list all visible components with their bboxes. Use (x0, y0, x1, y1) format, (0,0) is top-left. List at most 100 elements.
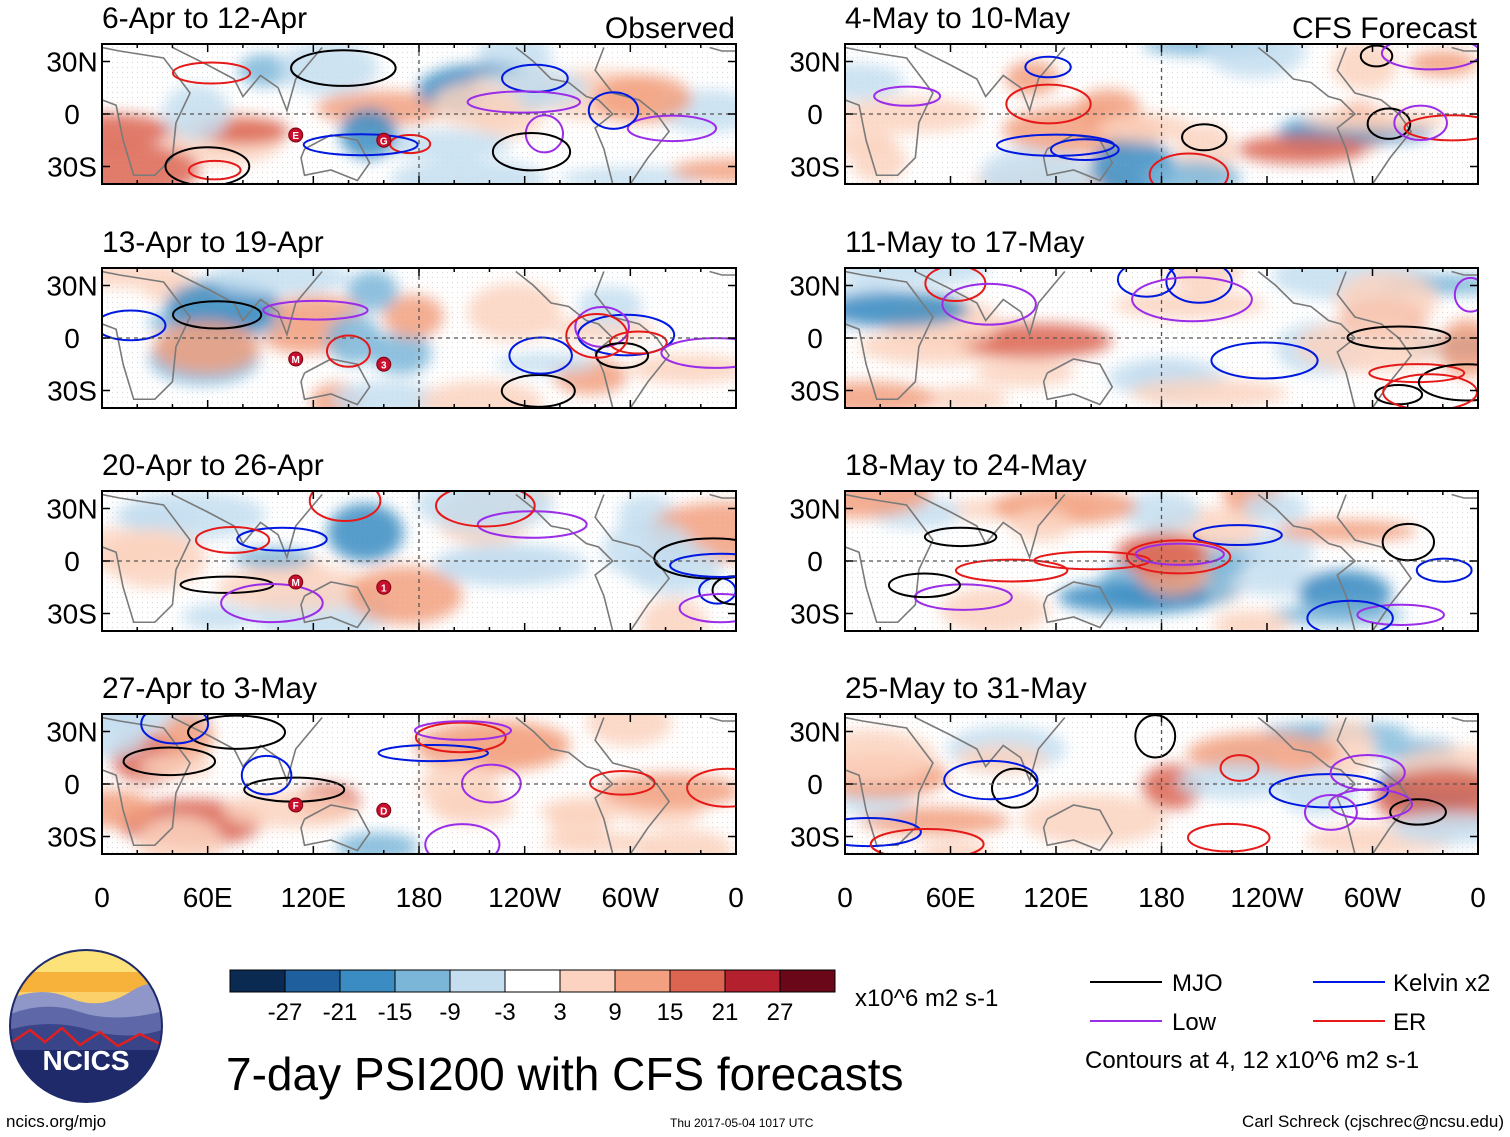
anomaly-blob (467, 282, 562, 342)
anomaly-blob (1212, 609, 1291, 631)
anomaly-blob (136, 816, 223, 854)
storm-label: G (380, 136, 388, 147)
contour-line (194, 526, 271, 554)
anomaly-blob (102, 714, 150, 758)
anomaly-blob (845, 729, 936, 785)
anomaly-blob (845, 63, 905, 101)
contour-line (302, 133, 419, 157)
contour-line (491, 131, 572, 172)
panel-ticks (844, 714, 1479, 854)
anomaly-blob (1335, 270, 1438, 329)
storm-marker: M (288, 351, 304, 367)
anomaly-blob (1145, 161, 1242, 184)
y-tick-label: 30N (46, 271, 97, 302)
y-tick-label: 30S (790, 599, 840, 630)
colorbar-tick-label: 9 (608, 999, 621, 1026)
x-tick-label: 0 (728, 882, 744, 913)
contour-line (220, 582, 324, 624)
anomaly-blob (102, 268, 191, 289)
colorbar-swatch (724, 969, 781, 993)
contour-line (1374, 383, 1424, 406)
anomaly-blob (1166, 268, 1242, 292)
contours (179, 491, 736, 624)
contour-line (424, 823, 501, 854)
panel-ticks (101, 491, 737, 631)
colorbar-tick-label: -3 (494, 999, 515, 1026)
anomaly-blob (845, 268, 991, 288)
colorbar-units: x10^6 m2 s-1 (855, 985, 998, 1012)
anomaly-blob (383, 294, 444, 339)
contour-line (1219, 754, 1260, 782)
colorbar-swatch (284, 969, 341, 993)
contour-line (434, 491, 536, 528)
contour-line (1134, 542, 1225, 566)
anomaly-blob (1204, 44, 1306, 79)
colorbar-swatch (229, 969, 286, 993)
anomaly-blob (560, 166, 706, 184)
colorbar-ticks: -27 -21 -15 -9 -3 3 9 15 21 27 (268, 999, 794, 1026)
colorbar-swatch (339, 969, 396, 993)
contour-line (1389, 798, 1447, 826)
anomaly-blob (336, 832, 419, 854)
anomaly-blob (231, 547, 314, 569)
y-tick-label: 30S (47, 152, 97, 183)
legend: MJO Kelvin x2 Low ER Contours at 4, 12 x… (1085, 970, 1490, 1074)
contour-line (1134, 714, 1177, 759)
contour-line (187, 159, 242, 181)
contour-line (1415, 557, 1473, 583)
contour-line (414, 721, 507, 754)
contours (924, 268, 1478, 408)
storm-marker: F (288, 797, 304, 813)
y-tick-label: 30N (789, 717, 840, 748)
contour-line (325, 334, 371, 368)
anomaly-blob (1241, 531, 1315, 574)
contour-line (466, 90, 582, 114)
contour-line (595, 342, 650, 369)
anomaly-blob (671, 158, 736, 183)
anomaly-blob (326, 314, 382, 365)
panel-ticks (101, 714, 737, 854)
contour-line (1380, 44, 1478, 71)
anomaly-blob (1113, 290, 1266, 319)
panel-title: 27-Apr to 3-May (102, 672, 317, 705)
anomaly-blob (1331, 44, 1398, 91)
y-tick-label: 0 (807, 99, 823, 130)
y-tick-label: 30S (790, 152, 840, 183)
contour-line (941, 282, 1037, 326)
y-tick-label: 30N (789, 271, 840, 302)
panel-title: 4-May to 10-May (845, 2, 1070, 35)
observed-panel: F D 30N 0 30S 27-Apr to 3-May (46, 672, 737, 855)
contour-line (1393, 104, 1448, 142)
anomaly-field (845, 718, 1478, 854)
coastlines (845, 493, 1478, 631)
contour-line (1024, 55, 1072, 79)
colorbar-tick-label: -15 (378, 999, 413, 1026)
contours (887, 522, 1473, 631)
contour-line (943, 759, 1039, 801)
figure-title: 7-day PSI200 with CFS forecasts (226, 1048, 904, 1100)
panel-ticks (844, 491, 1479, 631)
contour-line (1346, 325, 1452, 350)
anomaly-blob (1097, 112, 1193, 143)
y-tick-label: 0 (807, 546, 823, 577)
contour-line (1359, 44, 1394, 68)
contour-note: Contours at 4, 12 x10^6 m2 s-1 (1085, 1047, 1419, 1074)
contours (102, 299, 736, 408)
contour-line (1417, 363, 1478, 402)
x-tick-label: 120W (1230, 882, 1304, 913)
colorbar (229, 969, 836, 993)
panel-ticks (844, 268, 1479, 408)
contour-line (1148, 152, 1230, 184)
anomaly-blob (577, 286, 643, 326)
y-tick-label: 30N (789, 47, 840, 78)
panel-title: 6-Apr to 12-Apr (102, 2, 307, 35)
contour-line (1306, 599, 1394, 631)
y-tick-label: 30S (47, 599, 97, 630)
contour-line (954, 558, 1069, 583)
y-tick-label: 30N (46, 494, 97, 525)
storm-label: E (292, 131, 299, 142)
storm-marker: 1 (376, 579, 392, 595)
storm-label: M (292, 355, 300, 366)
panel-header: CFS Forecast (1292, 12, 1478, 45)
